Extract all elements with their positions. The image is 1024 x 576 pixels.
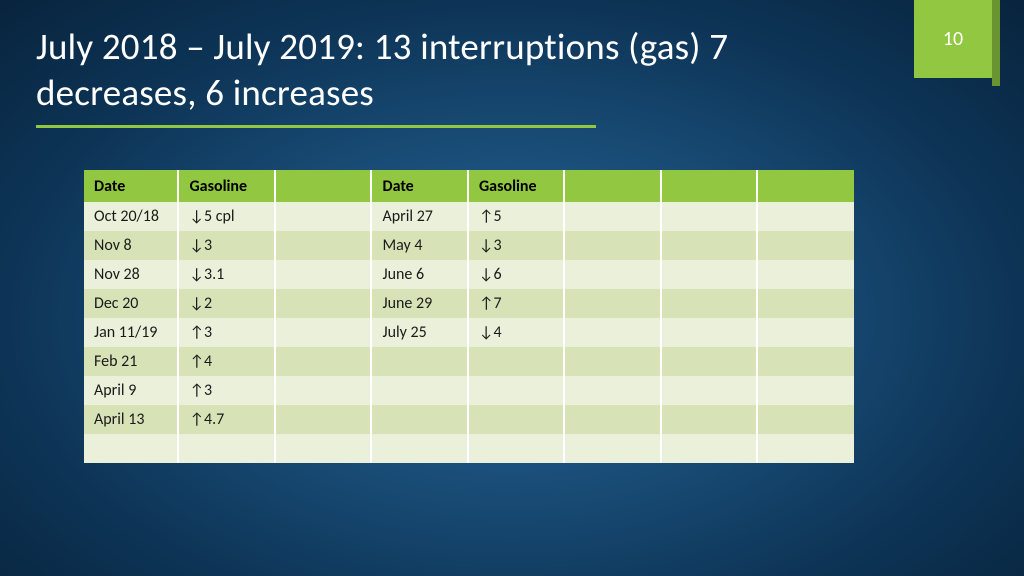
table-cell: Nov 28 [84, 260, 178, 289]
table-cell [275, 376, 372, 405]
table-cell [757, 376, 854, 405]
col-header: Date [84, 170, 178, 202]
table-cell: Nov 8 [84, 231, 178, 260]
table-cell: June 29 [371, 289, 468, 318]
table-row: Nov 28↓3.1 June 6↓6 [84, 260, 854, 289]
table-row: Feb 21↑4 [84, 347, 854, 376]
table-cell [468, 405, 565, 434]
table-cell: ↑4.7 [178, 405, 275, 434]
table-cell [371, 376, 468, 405]
data-table: Date Gasoline Date Gasoline Oct 20/18↓5 … [84, 170, 854, 463]
table-cell: ↑5 [468, 202, 565, 231]
data-table-wrap: Date Gasoline Date Gasoline Oct 20/18↓5 … [84, 170, 854, 463]
col-header: Gasoline [468, 170, 565, 202]
table-cell [661, 318, 758, 347]
table-cell: Oct 20/18 [84, 202, 178, 231]
table-cell [564, 202, 661, 231]
table-cell [275, 260, 372, 289]
table-cell: ↓5 cpl [178, 202, 275, 231]
table-cell: May 4 [371, 231, 468, 260]
title-block: July 2018 – July 2019: 13 interruptions … [36, 24, 796, 128]
table-cell: Jan 11/19 [84, 318, 178, 347]
table-cell: ↑3 [178, 376, 275, 405]
table-cell [275, 434, 372, 463]
table-cell: April 27 [371, 202, 468, 231]
table-cell [468, 434, 565, 463]
table-cell [757, 289, 854, 318]
table-cell: ↓4 [468, 318, 565, 347]
table-cell: Feb 21 [84, 347, 178, 376]
title-underline [36, 125, 596, 128]
col-header [275, 170, 372, 202]
table-cell: ↑7 [468, 289, 565, 318]
table-cell [757, 318, 854, 347]
table-cell [661, 376, 758, 405]
table-cell [661, 347, 758, 376]
table-cell: ↓3 [178, 231, 275, 260]
table-cell: April 13 [84, 405, 178, 434]
table-cell [275, 202, 372, 231]
table-cell [468, 347, 565, 376]
table-cell [757, 405, 854, 434]
table-cell [661, 434, 758, 463]
table-cell [371, 434, 468, 463]
table-cell [564, 405, 661, 434]
table-cell [564, 289, 661, 318]
table-body: Oct 20/18↓5 cplApril 27↑5Nov 8↓3May 4↓3N… [84, 202, 854, 463]
table-row: Jan 11/19↑3 July 25↓4 [84, 318, 854, 347]
table-row: April 9↑3 [84, 376, 854, 405]
table-cell [275, 289, 372, 318]
table-cell [371, 347, 468, 376]
ribbon-shadow [992, 0, 1000, 86]
col-header [564, 170, 661, 202]
table-cell: June 6 [371, 260, 468, 289]
table-cell [84, 434, 178, 463]
table-cell: ↓3 [468, 231, 565, 260]
table-cell [564, 231, 661, 260]
table-cell [564, 376, 661, 405]
table-cell: ↑3 [178, 318, 275, 347]
table-row: Oct 20/18↓5 cpl April 27↑5 [84, 202, 854, 231]
table-row: April 13↑4.7 [84, 405, 854, 434]
table-cell [661, 289, 758, 318]
table-cell [757, 434, 854, 463]
table-cell [564, 434, 661, 463]
table-row: Dec 20↓2 June 29↑7 [84, 289, 854, 318]
table-cell: ↓3.1 [178, 260, 275, 289]
table-cell: Dec 20 [84, 289, 178, 318]
col-header: Gasoline [178, 170, 275, 202]
slide-number-ribbon: 10 [914, 0, 992, 78]
table-cell [275, 318, 372, 347]
slide-title: July 2018 – July 2019: 13 interruptions … [36, 24, 796, 117]
table-cell [564, 347, 661, 376]
table-cell [661, 202, 758, 231]
table-row: Nov 8↓3May 4↓3 [84, 231, 854, 260]
slide-number: 10 [943, 27, 963, 51]
table-cell [757, 347, 854, 376]
table-cell [757, 202, 854, 231]
table-cell: April 9 [84, 376, 178, 405]
table-cell [275, 405, 372, 434]
table-cell [661, 231, 758, 260]
table-cell: ↑4 [178, 347, 275, 376]
col-header [661, 170, 758, 202]
table-cell [371, 405, 468, 434]
col-header: Date [371, 170, 468, 202]
table-cell [757, 260, 854, 289]
table-cell [661, 260, 758, 289]
table-cell [275, 231, 372, 260]
table-cell: July 25 [371, 318, 468, 347]
table-cell [757, 231, 854, 260]
table-cell [564, 260, 661, 289]
table-cell [564, 318, 661, 347]
table-cell: ↓6 [468, 260, 565, 289]
table-header-row: Date Gasoline Date Gasoline [84, 170, 854, 202]
table-cell [661, 405, 758, 434]
col-header [757, 170, 854, 202]
table-cell [468, 376, 565, 405]
table-cell [275, 347, 372, 376]
table-cell: ↓2 [178, 289, 275, 318]
table-row [84, 434, 854, 463]
table-cell [178, 434, 275, 463]
